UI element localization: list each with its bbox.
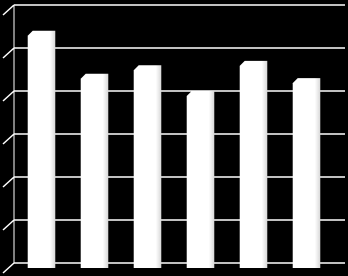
grid-line-depth (2, 133, 15, 145)
bar (292, 78, 321, 268)
grid-line-depth (2, 90, 15, 102)
grid-line-depth (2, 47, 15, 59)
bar (27, 30, 56, 268)
bar (239, 60, 268, 269)
bar (186, 91, 215, 268)
bar (80, 73, 109, 268)
grid-line-depth (2, 176, 15, 188)
bar (133, 65, 162, 268)
grid-line-depth (2, 219, 15, 231)
grid-line-depth (2, 4, 15, 16)
grid-line-depth (2, 262, 15, 274)
